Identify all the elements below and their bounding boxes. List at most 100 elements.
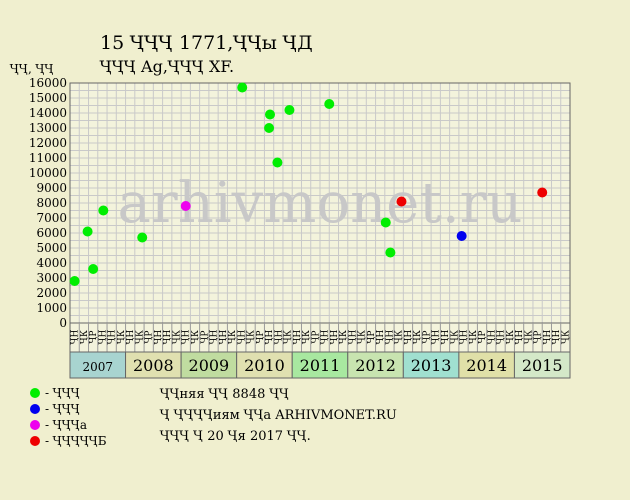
month-label: ҶР xyxy=(200,331,210,345)
note-line-price: ҶҶняя ҶҶ 8848 ҶҶ xyxy=(160,387,289,402)
legend-label: - ҶҶҶа xyxy=(45,418,87,432)
legend-item-blue: - ҶҶҶ xyxy=(30,401,107,417)
month-label: ҶН xyxy=(219,330,229,346)
year-label: 2014 xyxy=(466,356,507,375)
y-tick-label: 12000 xyxy=(29,136,67,150)
legend-label: - ҶҶҶ xyxy=(45,386,80,400)
month-label: ҶК xyxy=(284,330,294,345)
data-point xyxy=(264,123,275,133)
year-label: 2010 xyxy=(244,356,285,375)
data-point xyxy=(385,247,396,258)
month-label: ҶН xyxy=(330,330,340,346)
month-label: ҶК xyxy=(395,330,405,345)
year-cell xyxy=(69,351,127,379)
year-label: 2007 xyxy=(83,360,114,374)
month-label: ҶН xyxy=(210,330,220,346)
month-label: ҶР xyxy=(89,331,99,345)
y-axis-label: ҶҶ, ҶҶ xyxy=(10,62,54,76)
note-line-source: Ҷ ҶҶҶҶиям ҶҶа ARHIVMONET.RU xyxy=(160,408,397,423)
legend: - ҶҶҶ - ҶҶҶ - ҶҶҶа - ҶҶҶҶҶБ xyxy=(30,385,107,449)
y-tick-label: 11000 xyxy=(29,151,67,165)
data-point xyxy=(284,105,295,115)
month-label: ҶР xyxy=(145,331,155,345)
data-point xyxy=(69,276,80,286)
y-tick-label: 14000 xyxy=(29,106,67,120)
month-label: ҶН xyxy=(71,330,81,346)
chart-title: 15 ҶҶҶ 1771,ҶҶы ҶД xyxy=(100,32,313,54)
data-point xyxy=(396,196,407,207)
month-label: ҶН xyxy=(154,330,164,346)
month-label: ҶН xyxy=(404,330,414,346)
month-label: ҶР xyxy=(256,331,266,345)
month-label: ҶН xyxy=(497,330,507,346)
month-label: ҶР xyxy=(478,331,488,345)
month-label: ҶН xyxy=(348,330,358,346)
month-label: ҶР xyxy=(422,331,432,345)
y-tick-label: 1000 xyxy=(36,301,67,315)
month-label: ҶК xyxy=(302,330,312,345)
month-label: ҶК xyxy=(450,330,460,345)
year-label: 2011 xyxy=(300,356,341,375)
month-label: ҶК xyxy=(228,330,238,345)
y-tick-label: 15000 xyxy=(29,91,67,105)
month-label: ҶН xyxy=(293,330,303,346)
year-cell xyxy=(236,351,293,379)
year-label: 2009 xyxy=(189,356,230,375)
legend-marker-blue xyxy=(30,404,40,414)
month-label: ҶН xyxy=(163,330,173,346)
month-label: ҶН xyxy=(274,330,284,346)
year-cell xyxy=(513,351,571,379)
y-tick-label: 6000 xyxy=(36,226,67,240)
month-label: ҶН xyxy=(432,330,442,346)
year-cell xyxy=(458,351,515,379)
legend-marker-red xyxy=(30,436,40,446)
legend-marker-magenta xyxy=(30,420,40,430)
data-point xyxy=(265,109,275,120)
y-tick-label: 16000 xyxy=(29,76,67,90)
y-tick-label: 13000 xyxy=(29,121,67,135)
month-label: ҶК xyxy=(358,330,368,345)
data-point xyxy=(137,232,148,243)
legend-label: - ҶҶҶҶҶБ xyxy=(45,434,107,448)
data-point xyxy=(272,157,283,168)
month-label: ҶК xyxy=(135,330,145,345)
y-tick-label: 10000 xyxy=(29,166,67,180)
y-tick-label: 2000 xyxy=(36,286,67,300)
y-tick-label: 3000 xyxy=(36,271,67,285)
legend-item-magenta: - ҶҶҶа xyxy=(30,417,107,433)
legend-item-sold: - ҶҶҶ xyxy=(30,385,107,401)
y-tick-label: 4000 xyxy=(36,256,67,270)
month-label: ҶН xyxy=(376,330,386,346)
y-tick-label: 9000 xyxy=(36,181,67,195)
year-label: 2013 xyxy=(411,356,452,375)
data-point xyxy=(88,264,99,274)
legend-item-red: - ҶҶҶҶҶБ xyxy=(30,433,107,449)
watermark: arhivmonet.ru xyxy=(118,171,523,236)
month-label: ҶК xyxy=(524,330,534,345)
y-tick-label: 8000 xyxy=(36,196,67,210)
month-label: ҶН xyxy=(265,330,275,346)
month-label: ҶК xyxy=(117,330,127,345)
y-tick-label: 7000 xyxy=(36,211,67,225)
year-label: 2015 xyxy=(522,356,563,375)
month-label: ҶН xyxy=(108,330,118,346)
month-label: ҶК xyxy=(191,330,201,345)
data-point xyxy=(82,226,93,237)
data-point xyxy=(98,205,109,216)
data-point xyxy=(180,201,191,211)
year-label: 2008 xyxy=(133,356,174,375)
year-label: 2012 xyxy=(355,356,396,375)
y-tick-label: 5000 xyxy=(36,241,67,255)
month-label: ҶК xyxy=(247,330,257,345)
note-line-date: ҶҶҶ Ҷ 20 Ҷя 2017 ҶҶ. xyxy=(160,429,311,444)
month-label: ҶК xyxy=(172,330,182,345)
chart-subtitle: ҶҶҶ Ag,ҶҶҶ XF. xyxy=(100,57,235,76)
legend-label: - ҶҶҶ xyxy=(45,402,80,416)
month-label: ҶК xyxy=(469,330,479,345)
month-label: ҶН xyxy=(460,330,470,346)
month-label: ҶК xyxy=(413,330,423,345)
month-label: ҶН xyxy=(182,330,192,346)
month-label: ҶН xyxy=(487,330,497,346)
month-label: ҶК xyxy=(80,330,90,345)
month-label: ҶК xyxy=(506,330,516,345)
